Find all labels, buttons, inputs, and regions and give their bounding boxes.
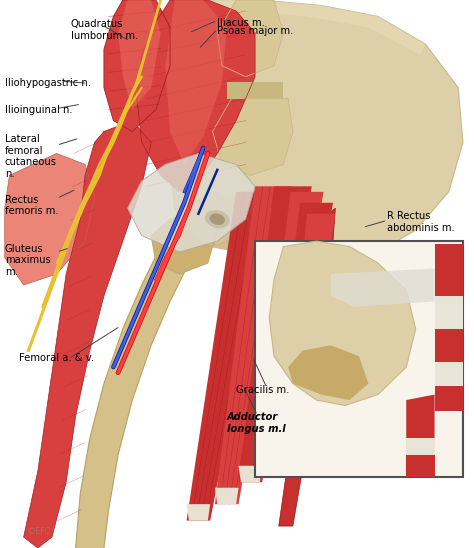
Polygon shape [273,203,333,427]
Polygon shape [269,241,416,406]
Bar [255,241,463,477]
Polygon shape [435,329,463,362]
Polygon shape [288,214,336,406]
Polygon shape [104,0,170,132]
Polygon shape [5,153,94,285]
Polygon shape [259,192,324,449]
Ellipse shape [189,195,236,244]
Polygon shape [435,386,463,411]
Polygon shape [288,345,368,400]
Polygon shape [238,186,312,482]
Polygon shape [298,274,359,340]
Polygon shape [128,153,255,252]
Text: Quadratus
lumborum m.: Quadratus lumborum m. [71,19,138,41]
Polygon shape [187,192,274,521]
Polygon shape [331,269,435,307]
Text: Iliohypogastric n.: Iliohypogastric n. [5,78,91,88]
Polygon shape [238,466,262,482]
Polygon shape [435,296,463,329]
Polygon shape [212,99,293,175]
Text: Iliacus m.: Iliacus m. [217,18,265,27]
Polygon shape [215,186,293,504]
Polygon shape [75,247,189,548]
Polygon shape [406,395,435,444]
Polygon shape [406,438,435,455]
Polygon shape [189,0,425,55]
Text: Rectus
femoris m.: Rectus femoris m. [5,195,58,216]
Ellipse shape [210,214,224,224]
Ellipse shape [206,211,229,227]
Polygon shape [194,192,274,252]
Polygon shape [187,504,210,521]
Text: Gluteus
maximus
m.: Gluteus maximus m. [5,244,50,277]
Polygon shape [170,0,463,263]
Polygon shape [118,0,161,110]
Polygon shape [165,0,227,164]
Text: Femoral a. & v.: Femoral a. & v. [19,353,94,363]
Polygon shape [137,0,255,192]
Text: Gracilis m.: Gracilis m. [236,385,290,395]
Text: Adductor
longus m.l: Adductor longus m.l [227,412,285,433]
Text: ©EFC: ©EFC [28,527,50,536]
Polygon shape [435,362,463,386]
Polygon shape [24,121,151,548]
Text: R Rectus
abdominis m.: R Rectus abdominis m. [387,211,455,232]
Polygon shape [217,0,283,77]
Polygon shape [406,455,435,477]
Text: Lateral
femoral
cutaneous
n.: Lateral femoral cutaneous n. [5,134,57,179]
Polygon shape [151,208,217,274]
Polygon shape [227,82,283,99]
Text: Psoas major m.: Psoas major m. [217,26,294,36]
Text: Ilioinguinal n.: Ilioinguinal n. [5,105,73,115]
Polygon shape [215,488,238,504]
Polygon shape [435,244,463,296]
Polygon shape [246,208,354,340]
Polygon shape [279,208,336,526]
Polygon shape [180,192,236,252]
